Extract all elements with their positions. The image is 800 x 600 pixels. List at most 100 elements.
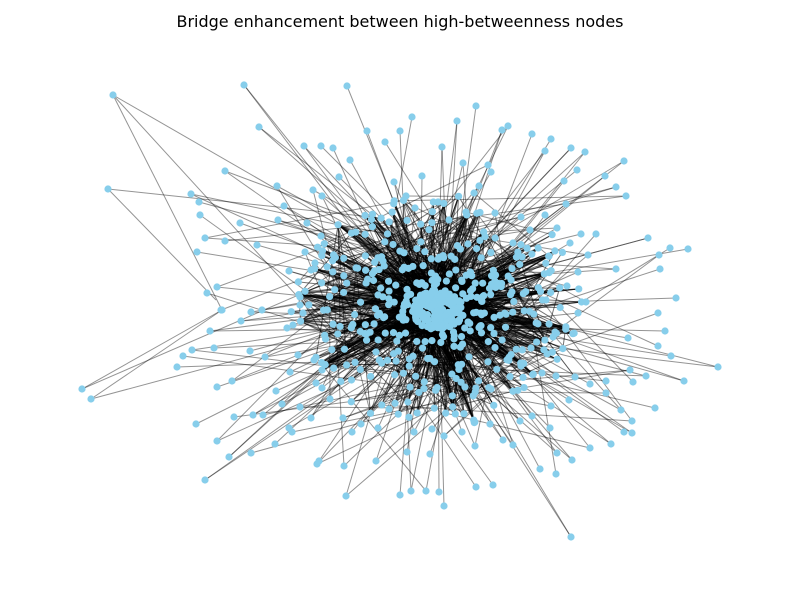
graph-node xyxy=(288,428,296,436)
edge xyxy=(398,271,579,352)
graph-node xyxy=(517,213,525,221)
graph-node xyxy=(508,264,516,273)
graph-node xyxy=(377,214,385,222)
edge xyxy=(240,283,492,322)
graph-node xyxy=(320,240,328,248)
edge xyxy=(343,186,617,259)
graph-node xyxy=(389,329,398,337)
edge xyxy=(406,341,426,453)
graph-node xyxy=(366,409,375,417)
graph-node xyxy=(487,168,495,176)
graph-node xyxy=(323,263,331,271)
graph-node xyxy=(405,362,413,370)
graph-node xyxy=(367,372,375,381)
graph-node xyxy=(196,211,204,219)
graph-node xyxy=(491,234,499,242)
graph-node xyxy=(519,373,527,382)
edge xyxy=(343,233,582,293)
graph-node xyxy=(285,267,293,275)
graph-node xyxy=(526,307,534,315)
graph-node xyxy=(461,383,469,391)
graph-node xyxy=(340,462,348,470)
graph-node xyxy=(404,264,413,272)
edge xyxy=(461,336,551,429)
edge xyxy=(258,126,537,343)
graph-node xyxy=(547,135,555,143)
edge xyxy=(321,362,647,377)
graph-node xyxy=(556,303,564,312)
edge xyxy=(375,339,503,462)
edge xyxy=(318,294,432,462)
edge xyxy=(364,234,428,307)
graph-node xyxy=(430,404,438,412)
graph-node xyxy=(471,279,479,287)
graph-node xyxy=(553,224,561,232)
graph-node xyxy=(575,285,583,293)
edge xyxy=(448,314,557,334)
graph-node xyxy=(518,346,526,354)
graph-node xyxy=(247,449,255,457)
graph-node xyxy=(363,275,372,283)
graph-node xyxy=(465,353,473,361)
graph-node xyxy=(455,192,463,200)
edge xyxy=(112,94,396,404)
edge xyxy=(419,311,514,446)
graph-node xyxy=(318,359,326,367)
graph-node xyxy=(498,126,506,134)
graph-node xyxy=(296,301,304,309)
graph-node xyxy=(460,410,468,418)
graph-node xyxy=(375,266,383,274)
edge xyxy=(476,212,633,422)
graph-node xyxy=(237,317,245,325)
graph-node xyxy=(301,287,309,295)
graph-node xyxy=(607,440,615,448)
graph-node xyxy=(375,309,384,317)
graph-node xyxy=(612,183,620,191)
graph-node xyxy=(512,345,520,353)
edge xyxy=(314,262,336,291)
graph-node xyxy=(396,491,404,499)
graph-node xyxy=(509,387,517,395)
edge xyxy=(475,391,552,407)
graph-node xyxy=(419,262,427,270)
graph-node xyxy=(369,276,378,285)
graph-node xyxy=(453,117,461,125)
graph-node xyxy=(383,230,392,238)
graph-node xyxy=(559,345,567,353)
graph-node xyxy=(400,303,408,311)
graph-node xyxy=(339,414,347,422)
graph-node xyxy=(479,292,487,301)
graph-node xyxy=(626,366,634,374)
graph-node xyxy=(484,358,492,366)
graph-node xyxy=(469,285,477,293)
graph-node xyxy=(556,284,564,292)
edge xyxy=(458,307,534,315)
graph-node xyxy=(283,324,291,332)
edge xyxy=(488,387,573,461)
graph-node xyxy=(440,199,448,208)
graph-node xyxy=(363,330,371,338)
graph-node xyxy=(321,335,330,343)
graph-node xyxy=(541,336,549,344)
edge xyxy=(444,250,556,297)
edge xyxy=(332,147,423,349)
graph-node xyxy=(477,322,485,330)
edge xyxy=(327,282,417,311)
edge xyxy=(90,309,223,400)
graph-node xyxy=(419,314,427,322)
graph-node xyxy=(413,409,421,417)
graph-node xyxy=(651,404,659,412)
graph-node xyxy=(329,268,337,276)
graph-node xyxy=(213,437,221,445)
graph-node xyxy=(187,190,195,198)
edge xyxy=(274,303,427,445)
graph-node xyxy=(462,208,470,216)
edge xyxy=(433,315,570,401)
edge xyxy=(323,297,677,311)
edge xyxy=(494,212,522,364)
graph-node xyxy=(318,384,326,392)
edge xyxy=(384,141,525,364)
edge xyxy=(403,186,617,254)
graph-node xyxy=(403,285,411,293)
edge xyxy=(331,125,509,350)
